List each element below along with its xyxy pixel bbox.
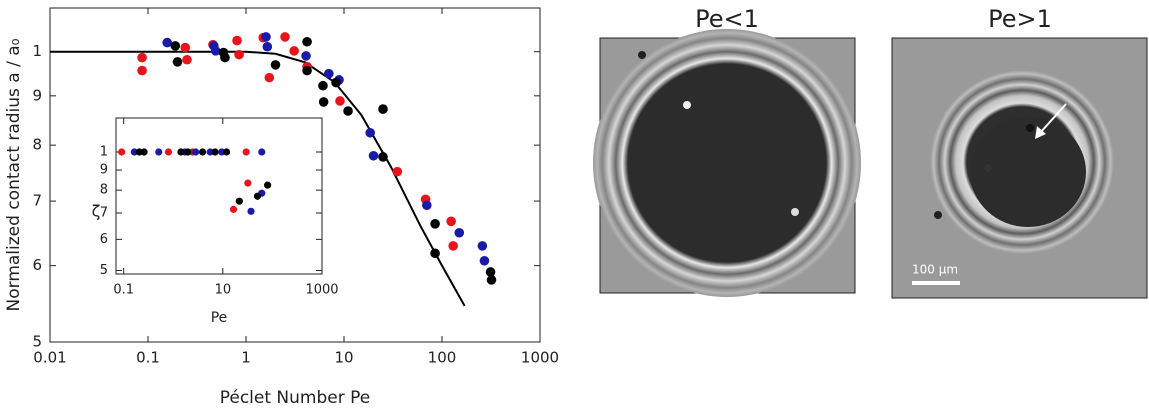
data-point	[261, 32, 271, 42]
data-point	[172, 57, 183, 67]
scale-bar-label: 100 µm	[912, 263, 958, 277]
data-point	[253, 192, 262, 200]
x-tick-label: 0.1	[136, 349, 160, 367]
data-point	[264, 72, 275, 83]
data-point	[229, 205, 238, 213]
data-point	[192, 148, 200, 156]
x-tick-label: 100	[428, 349, 457, 367]
x-tick-label: 0.01	[33, 349, 66, 367]
data-point	[137, 52, 147, 63]
y-tick-label: 9	[100, 163, 108, 178]
data-point	[479, 255, 490, 266]
data-point	[210, 46, 221, 56]
y-tick-label: 9	[32, 86, 42, 104]
data-point	[164, 148, 173, 156]
data-point	[162, 37, 172, 48]
x-tick-label: 1	[241, 349, 251, 367]
micrograph-right	[891, 37, 1148, 299]
y-tick-label: 7	[32, 192, 42, 210]
x-tick-label: 0.1	[113, 283, 134, 298]
data-point	[235, 197, 243, 205]
x-axis-label: Péclet Number Pe	[220, 388, 371, 408]
y-tick-label: 6	[32, 256, 42, 274]
data-point	[270, 60, 281, 70]
data-point	[118, 148, 126, 156]
y-tick-label: 5	[100, 263, 108, 278]
y-tick-label: 7	[100, 206, 108, 221]
data-point	[368, 150, 379, 161]
data-point	[155, 148, 163, 156]
data-point	[430, 248, 440, 259]
data-point	[365, 127, 375, 138]
data-point	[177, 148, 185, 156]
data-point	[485, 267, 496, 277]
data-point	[280, 32, 290, 42]
data-point	[137, 65, 147, 76]
x-tick-label: 1000	[305, 283, 338, 298]
y-tick-label: 8	[32, 136, 42, 154]
data-point	[422, 200, 432, 211]
y-tick-label: 8	[100, 183, 108, 198]
data-point	[258, 148, 266, 156]
data-point	[446, 216, 456, 227]
y-tick-label: 1	[32, 42, 42, 60]
panel-title: Pe>1	[988, 5, 1052, 33]
data-point	[184, 148, 192, 156]
data-point	[232, 35, 242, 46]
data-point	[262, 41, 273, 52]
data-point	[222, 148, 231, 156]
data-point	[140, 148, 148, 156]
data-point	[430, 219, 440, 229]
data-point	[301, 51, 311, 61]
data-point	[302, 36, 312, 47]
x-tick-label: 10	[334, 349, 353, 367]
data-point	[180, 42, 191, 53]
y-axis-label: Normalized contact radius a / a₀	[4, 38, 24, 311]
data-point	[182, 54, 192, 65]
data-point	[242, 148, 250, 156]
data-point	[324, 68, 334, 79]
data-point	[331, 77, 341, 88]
data-point	[477, 241, 488, 251]
micrograph-left	[593, 29, 861, 297]
y-tick-label: 5	[32, 333, 42, 351]
data-point	[378, 104, 388, 114]
data-point	[220, 52, 230, 63]
data-point	[335, 96, 345, 106]
data-point	[343, 106, 353, 116]
data-point	[198, 148, 207, 156]
panel-title: Pe<1	[695, 5, 759, 33]
fit-curve	[50, 50, 466, 307]
y-tick-label: 6	[100, 232, 108, 247]
data-point	[318, 97, 329, 107]
data-point	[378, 152, 388, 162]
data-point	[244, 179, 252, 187]
data-point	[211, 148, 219, 156]
data-point	[234, 49, 244, 60]
data-point	[318, 80, 328, 91]
data-point	[454, 227, 465, 238]
data-point	[448, 241, 458, 251]
y-tick-label: 1	[100, 145, 108, 160]
plot-frame	[115, 117, 323, 275]
inset-x-label: Pe	[211, 310, 228, 326]
data-point	[302, 65, 312, 76]
inset-y-label: ζ	[92, 202, 101, 221]
data-point	[486, 275, 497, 285]
data-point	[289, 46, 299, 56]
data-point	[170, 41, 181, 51]
x-tick-label: 1000	[521, 349, 559, 367]
x-tick-label: 10	[215, 283, 232, 298]
data-point	[247, 207, 255, 215]
data-point	[392, 166, 403, 177]
data-point	[264, 181, 272, 189]
